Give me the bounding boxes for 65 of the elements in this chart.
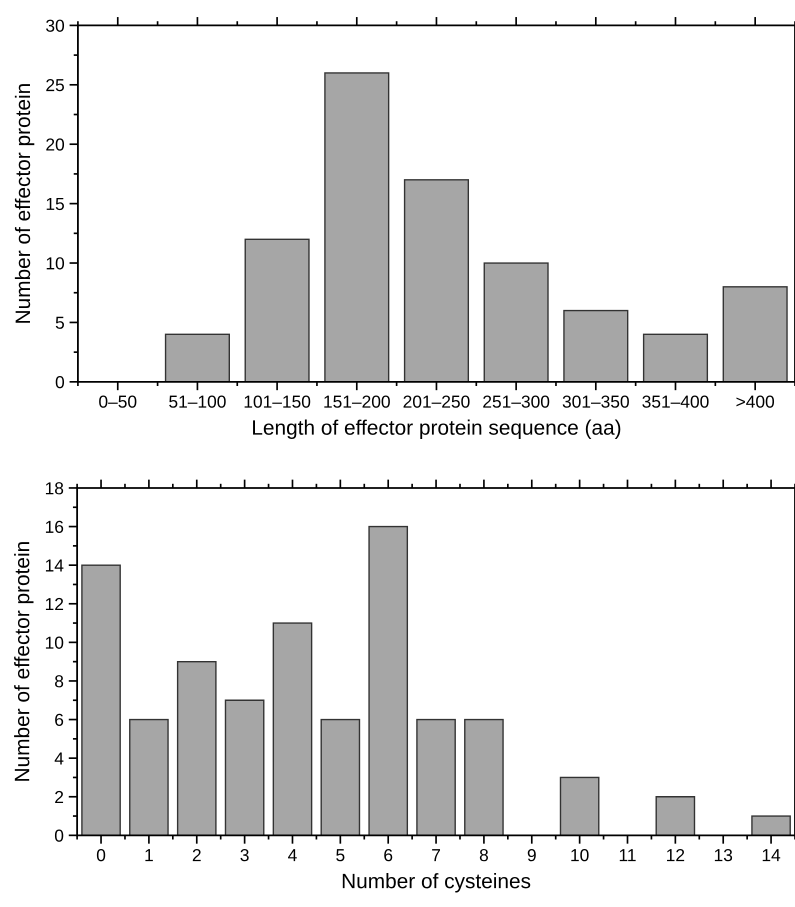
- x-tick-label: 12: [667, 849, 684, 862]
- y-axis-title: Number of effector protein: [14, 84, 34, 323]
- y-tick-label: 18: [46, 482, 64, 494]
- y-tick-label: 30: [46, 20, 64, 32]
- y-axis-title: Number of effector protein: [14, 542, 34, 781]
- y-tick-label: 10: [46, 636, 64, 649]
- bar: [164, 334, 230, 382]
- y-tick-label: 2: [55, 790, 64, 804]
- y-tick-label: 15: [46, 198, 64, 210]
- x-tick-label: 8: [480, 849, 488, 862]
- x-tick-label: 3: [240, 849, 249, 862]
- y-tick-label: 16: [46, 520, 64, 534]
- bar: [324, 72, 390, 382]
- x-tick-label: 0: [96, 849, 106, 862]
- y-tick-label: 5: [56, 316, 64, 329]
- bar: [484, 262, 549, 382]
- bar: [81, 564, 121, 836]
- x-tick-label: 14: [762, 849, 780, 862]
- bar: [416, 718, 456, 836]
- bar: [176, 660, 217, 836]
- y-tick-label: 6: [55, 714, 64, 726]
- y-tick-label: 0: [56, 376, 64, 388]
- bar: [722, 286, 788, 382]
- x-tick-label: 251–300: [483, 396, 550, 408]
- y-tick-label: 10: [46, 257, 64, 270]
- y-tick-label: 25: [46, 78, 64, 92]
- bar: [656, 796, 696, 836]
- x-tick-label: 1: [145, 849, 153, 862]
- x-axis-title: Number of cysteines: [342, 873, 530, 892]
- bar: [560, 776, 600, 836]
- x-tick-label: 0–50: [99, 396, 136, 408]
- bar: [368, 526, 408, 836]
- bar: [224, 700, 264, 836]
- bar: [320, 718, 360, 836]
- x-tick-label: 5: [336, 849, 344, 862]
- bar: [563, 310, 628, 382]
- bar: [129, 718, 169, 836]
- x-tick-label: 13: [714, 849, 732, 862]
- x-tick-label: 351–400: [642, 396, 709, 408]
- x-tick-label: 151–200: [324, 396, 390, 408]
- x-tick-label: 51–100: [169, 396, 226, 408]
- x-tick-label: 2: [192, 849, 201, 862]
- bar: [404, 179, 470, 382]
- y-tick-label: 4: [54, 752, 64, 764]
- y-tick-label: 0: [54, 830, 64, 842]
- y-tick-label: 14: [46, 560, 64, 572]
- x-tick-label: 11: [620, 849, 636, 862]
- x-tick-label: 6: [384, 849, 392, 862]
- x-tick-label: 301–350: [562, 396, 629, 408]
- bar: [272, 622, 312, 836]
- y-tick-label: 8: [55, 675, 64, 688]
- x-tick-label: >400: [736, 396, 774, 408]
- y-tick-label: 12: [46, 598, 64, 610]
- x-axis-title: Length of effector protein sequence (aa): [253, 420, 620, 439]
- bar: [464, 718, 504, 836]
- x-tick-label: 7: [432, 849, 440, 862]
- x-tick-label: 9: [528, 849, 536, 862]
- bar: [244, 238, 310, 382]
- y-tick-label: 20: [46, 138, 64, 151]
- x-tick-label: 10: [571, 849, 589, 862]
- x-tick-label: 4: [288, 849, 297, 862]
- bar: [751, 815, 791, 836]
- x-tick-label: 101–150: [244, 396, 310, 408]
- bar: [642, 334, 708, 382]
- x-tick-label: 201–250: [404, 396, 470, 408]
